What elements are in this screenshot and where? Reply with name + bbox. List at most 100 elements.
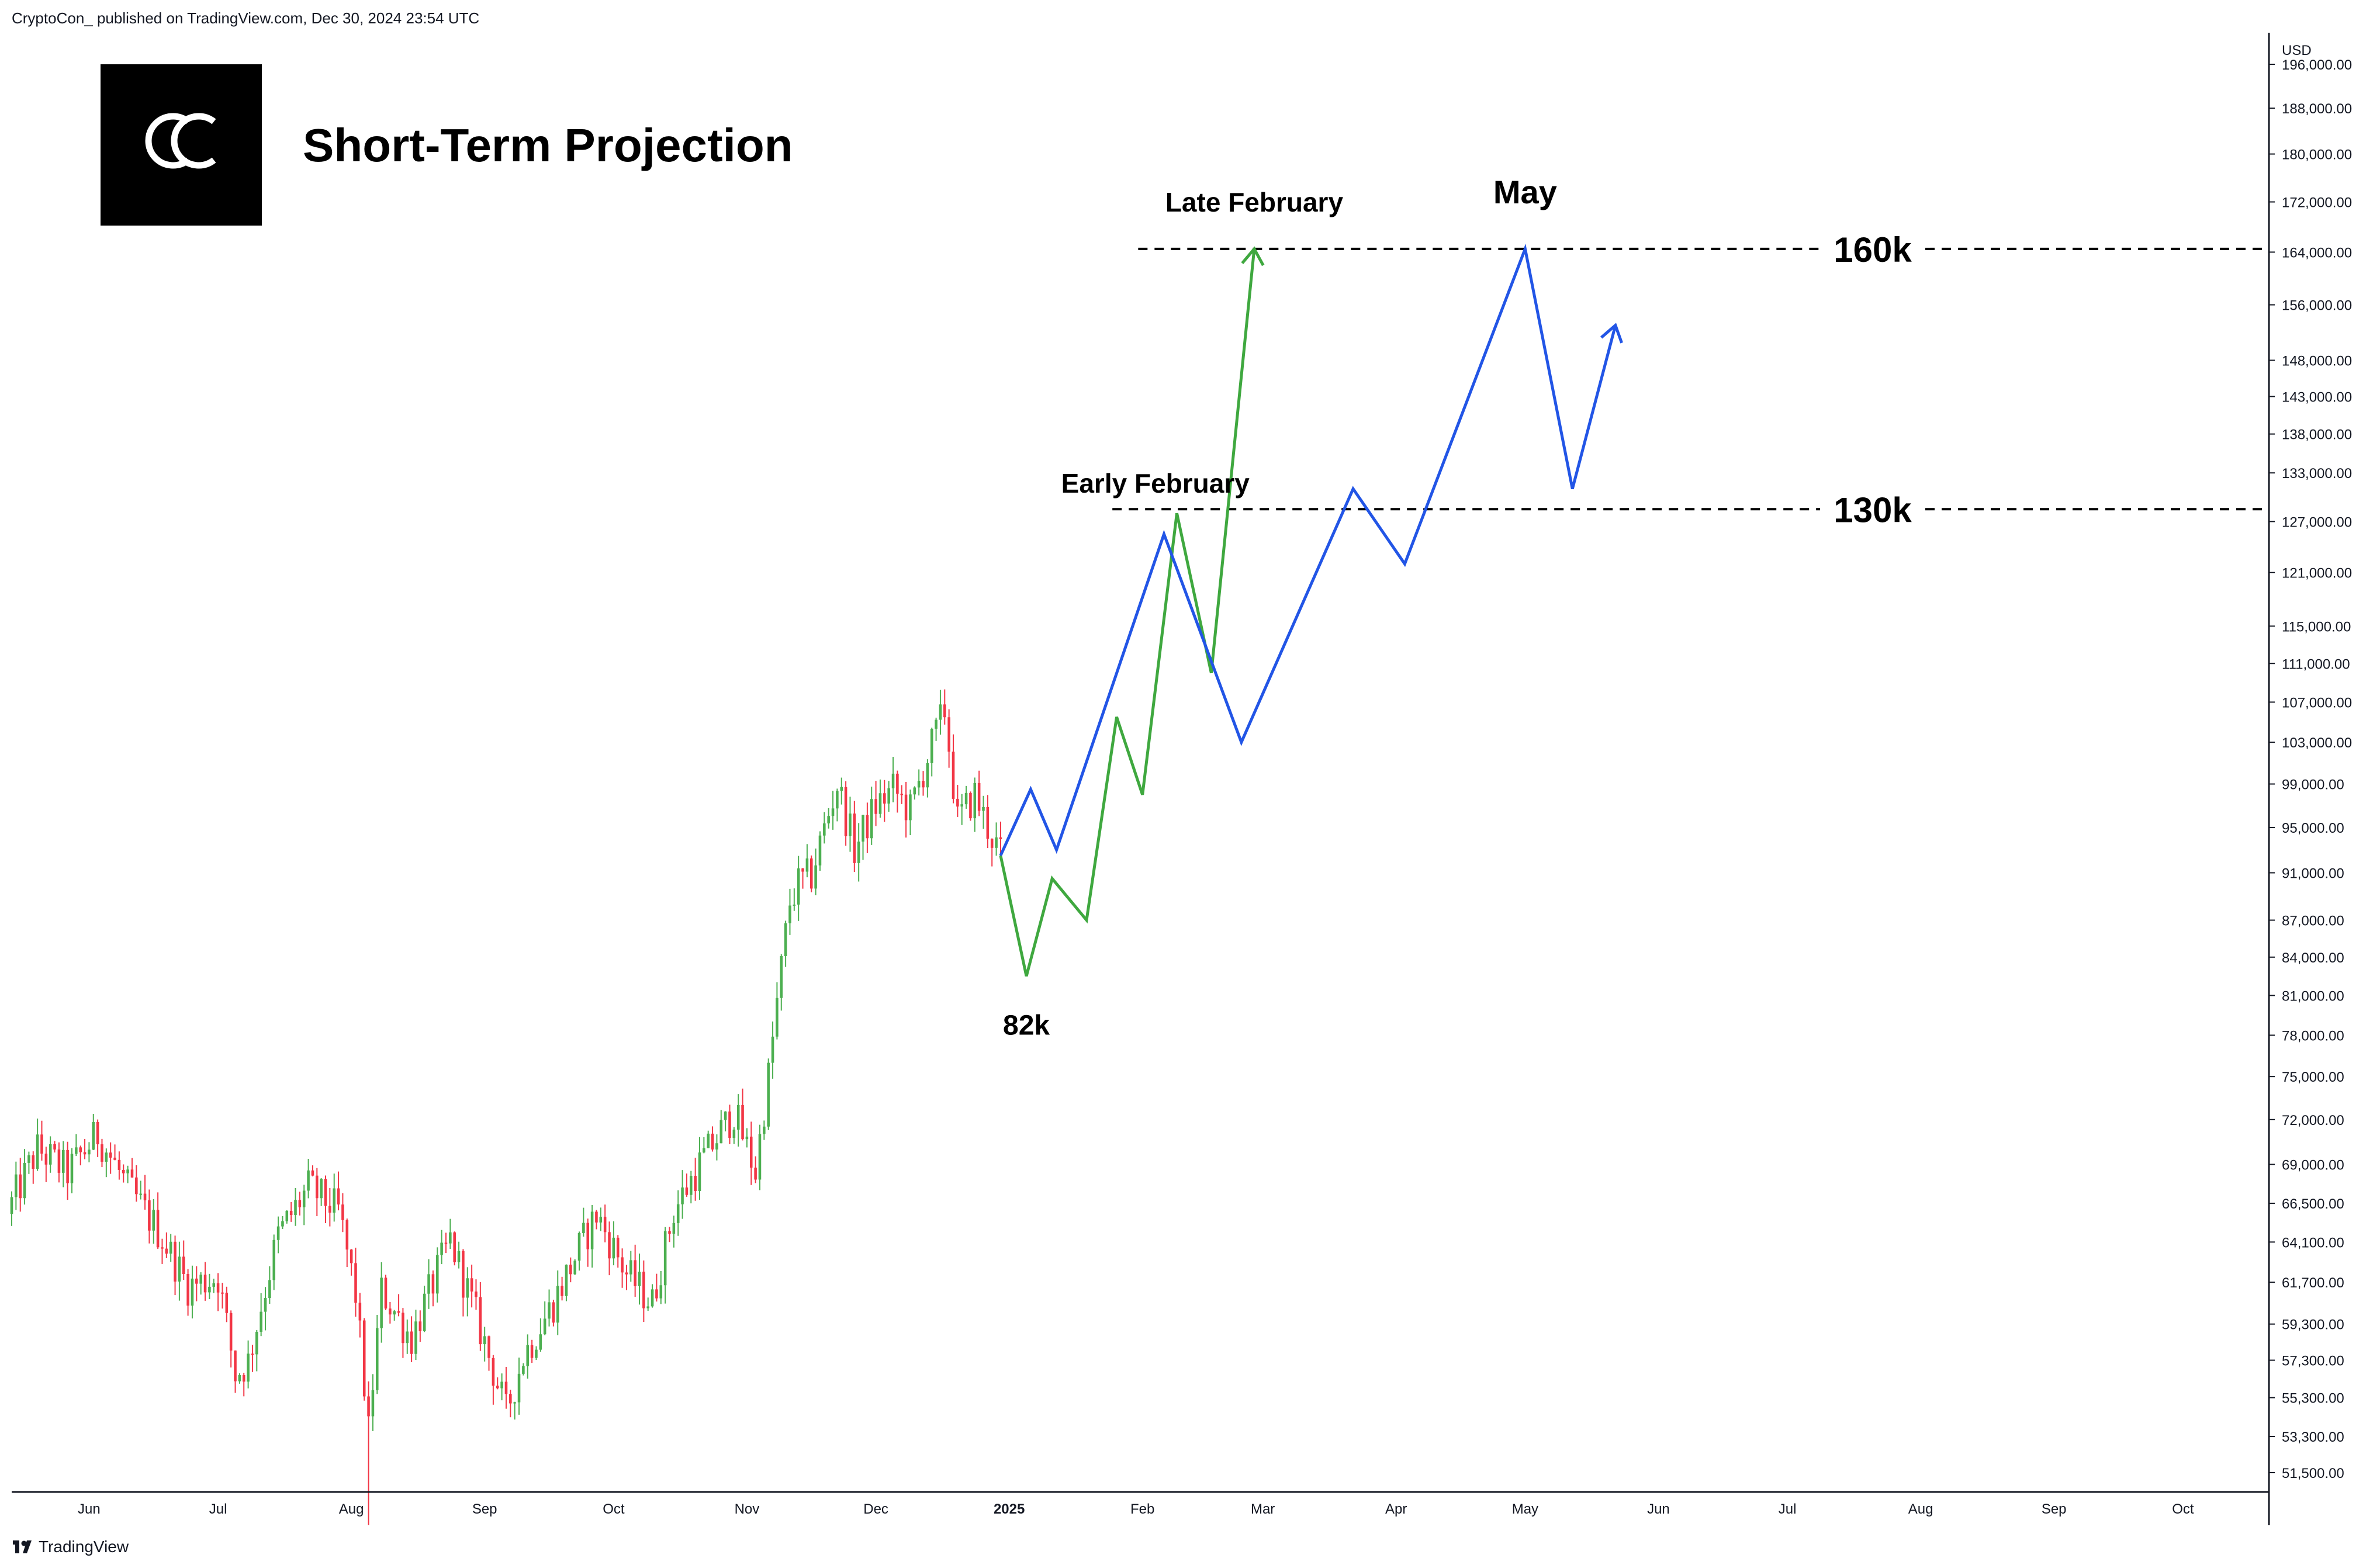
candle-body — [543, 1318, 546, 1335]
candle-body — [616, 1237, 620, 1258]
candle-body — [973, 782, 977, 819]
candle-body — [556, 1286, 559, 1323]
x-tick-label: Apr — [1385, 1501, 1407, 1517]
candle-body — [186, 1273, 189, 1306]
candle-body — [672, 1223, 676, 1234]
candle-body — [539, 1334, 542, 1350]
candle-body — [285, 1210, 289, 1221]
candle-body — [44, 1154, 48, 1165]
candle-body — [444, 1242, 448, 1244]
y-tick-label: 107,000.00 — [2282, 695, 2352, 711]
y-tick-label: 51,500.00 — [2282, 1466, 2344, 1481]
y-tick-label: 143,000.00 — [2282, 389, 2352, 405]
y-tick-label: 127,000.00 — [2282, 514, 2352, 530]
x-tick-label: Aug — [1908, 1501, 1933, 1517]
candle-body — [367, 1396, 370, 1417]
projection-path — [999, 248, 1256, 977]
candle-body — [629, 1260, 632, 1275]
candle-body — [805, 858, 809, 872]
x-tick-label: Feb — [1130, 1501, 1154, 1517]
candle-body — [216, 1283, 220, 1293]
candle-body — [431, 1274, 435, 1294]
candle-body — [999, 837, 1002, 839]
candle-body — [887, 788, 890, 804]
candle-body — [113, 1157, 116, 1160]
candle-body — [870, 799, 873, 839]
candle-body — [457, 1251, 461, 1262]
candle-body — [874, 799, 877, 814]
candle-body — [745, 1136, 749, 1140]
candle-body — [663, 1231, 667, 1286]
candle-body — [410, 1331, 413, 1354]
candle-body — [354, 1263, 357, 1303]
candle-body — [509, 1394, 512, 1404]
candles-layer — [10, 689, 1002, 1525]
candle-body — [423, 1293, 426, 1331]
x-tick-label: Aug — [339, 1501, 364, 1517]
candle-body — [849, 813, 852, 836]
y-tick-label: 69,000.00 — [2282, 1158, 2344, 1173]
candle-body — [917, 781, 921, 788]
candle-body — [504, 1382, 508, 1394]
candle-body — [208, 1286, 211, 1293]
candle-body — [990, 839, 994, 848]
candle-body — [862, 815, 864, 842]
candle-body — [320, 1179, 323, 1199]
y-tick-label: 57,300.00 — [2282, 1353, 2344, 1369]
candle-body — [922, 781, 925, 788]
candle-body — [896, 773, 899, 794]
candle-body — [101, 1144, 103, 1162]
x-tick-label: May — [1512, 1501, 1538, 1517]
candle-body — [788, 905, 791, 923]
candle-body — [92, 1121, 95, 1150]
candle-body — [655, 1289, 658, 1299]
candle-body — [393, 1311, 396, 1315]
candle-body — [904, 794, 908, 820]
candle-body — [659, 1285, 663, 1299]
price-axis[interactable]: 196,000.00 188,000.00 180,000.00 172,000.00… — [2269, 57, 2352, 1481]
y-tick-label: 188,000.00 — [2282, 101, 2352, 117]
candle-body — [995, 837, 998, 848]
y-tick-label: 148,000.00 — [2282, 354, 2352, 369]
y-tick-label: 99,000.00 — [2282, 777, 2344, 793]
candle-body — [397, 1311, 400, 1313]
candle-body — [83, 1152, 87, 1155]
tradingview-brand: TradingView — [39, 1538, 129, 1556]
y-tick-label: 111,000.00 — [2282, 656, 2350, 672]
candle-body — [341, 1204, 344, 1220]
candle-body — [694, 1176, 697, 1192]
candle-body — [586, 1223, 590, 1249]
candle-body — [685, 1187, 689, 1195]
candle-body — [169, 1241, 172, 1254]
candle-body — [909, 794, 912, 820]
candle-body — [139, 1193, 142, 1195]
candle-body — [156, 1210, 160, 1248]
candle-body — [161, 1247, 164, 1249]
candle-body — [797, 868, 800, 905]
candle-body — [462, 1251, 465, 1298]
y-tick-label: 55,300.00 — [2282, 1391, 2344, 1407]
candle-body — [823, 823, 826, 836]
candle-body — [548, 1302, 551, 1319]
candle-body — [109, 1152, 112, 1158]
candle-body — [801, 868, 804, 872]
candle-body — [470, 1278, 473, 1292]
candle-body — [595, 1211, 598, 1223]
candle-body — [582, 1223, 585, 1234]
candle-body — [302, 1190, 306, 1207]
y-tick-label: 91,000.00 — [2282, 865, 2344, 881]
candle-body — [569, 1265, 572, 1275]
candle-body — [758, 1134, 762, 1180]
time-axis[interactable]: Jun Jul Aug Sep Oct Nov Dec 2025 Feb Mar Apr May Jun… — [78, 1501, 2194, 1517]
candle-body — [117, 1159, 121, 1170]
logo-box — [101, 64, 262, 226]
candle-body — [526, 1345, 530, 1366]
candle-body — [337, 1188, 340, 1205]
x-tick-label: Nov — [735, 1501, 760, 1517]
candle-body — [698, 1152, 701, 1192]
candle-body — [552, 1302, 555, 1323]
candle-body — [776, 998, 779, 1037]
candle-body — [749, 1136, 753, 1168]
candle-body — [122, 1169, 125, 1173]
